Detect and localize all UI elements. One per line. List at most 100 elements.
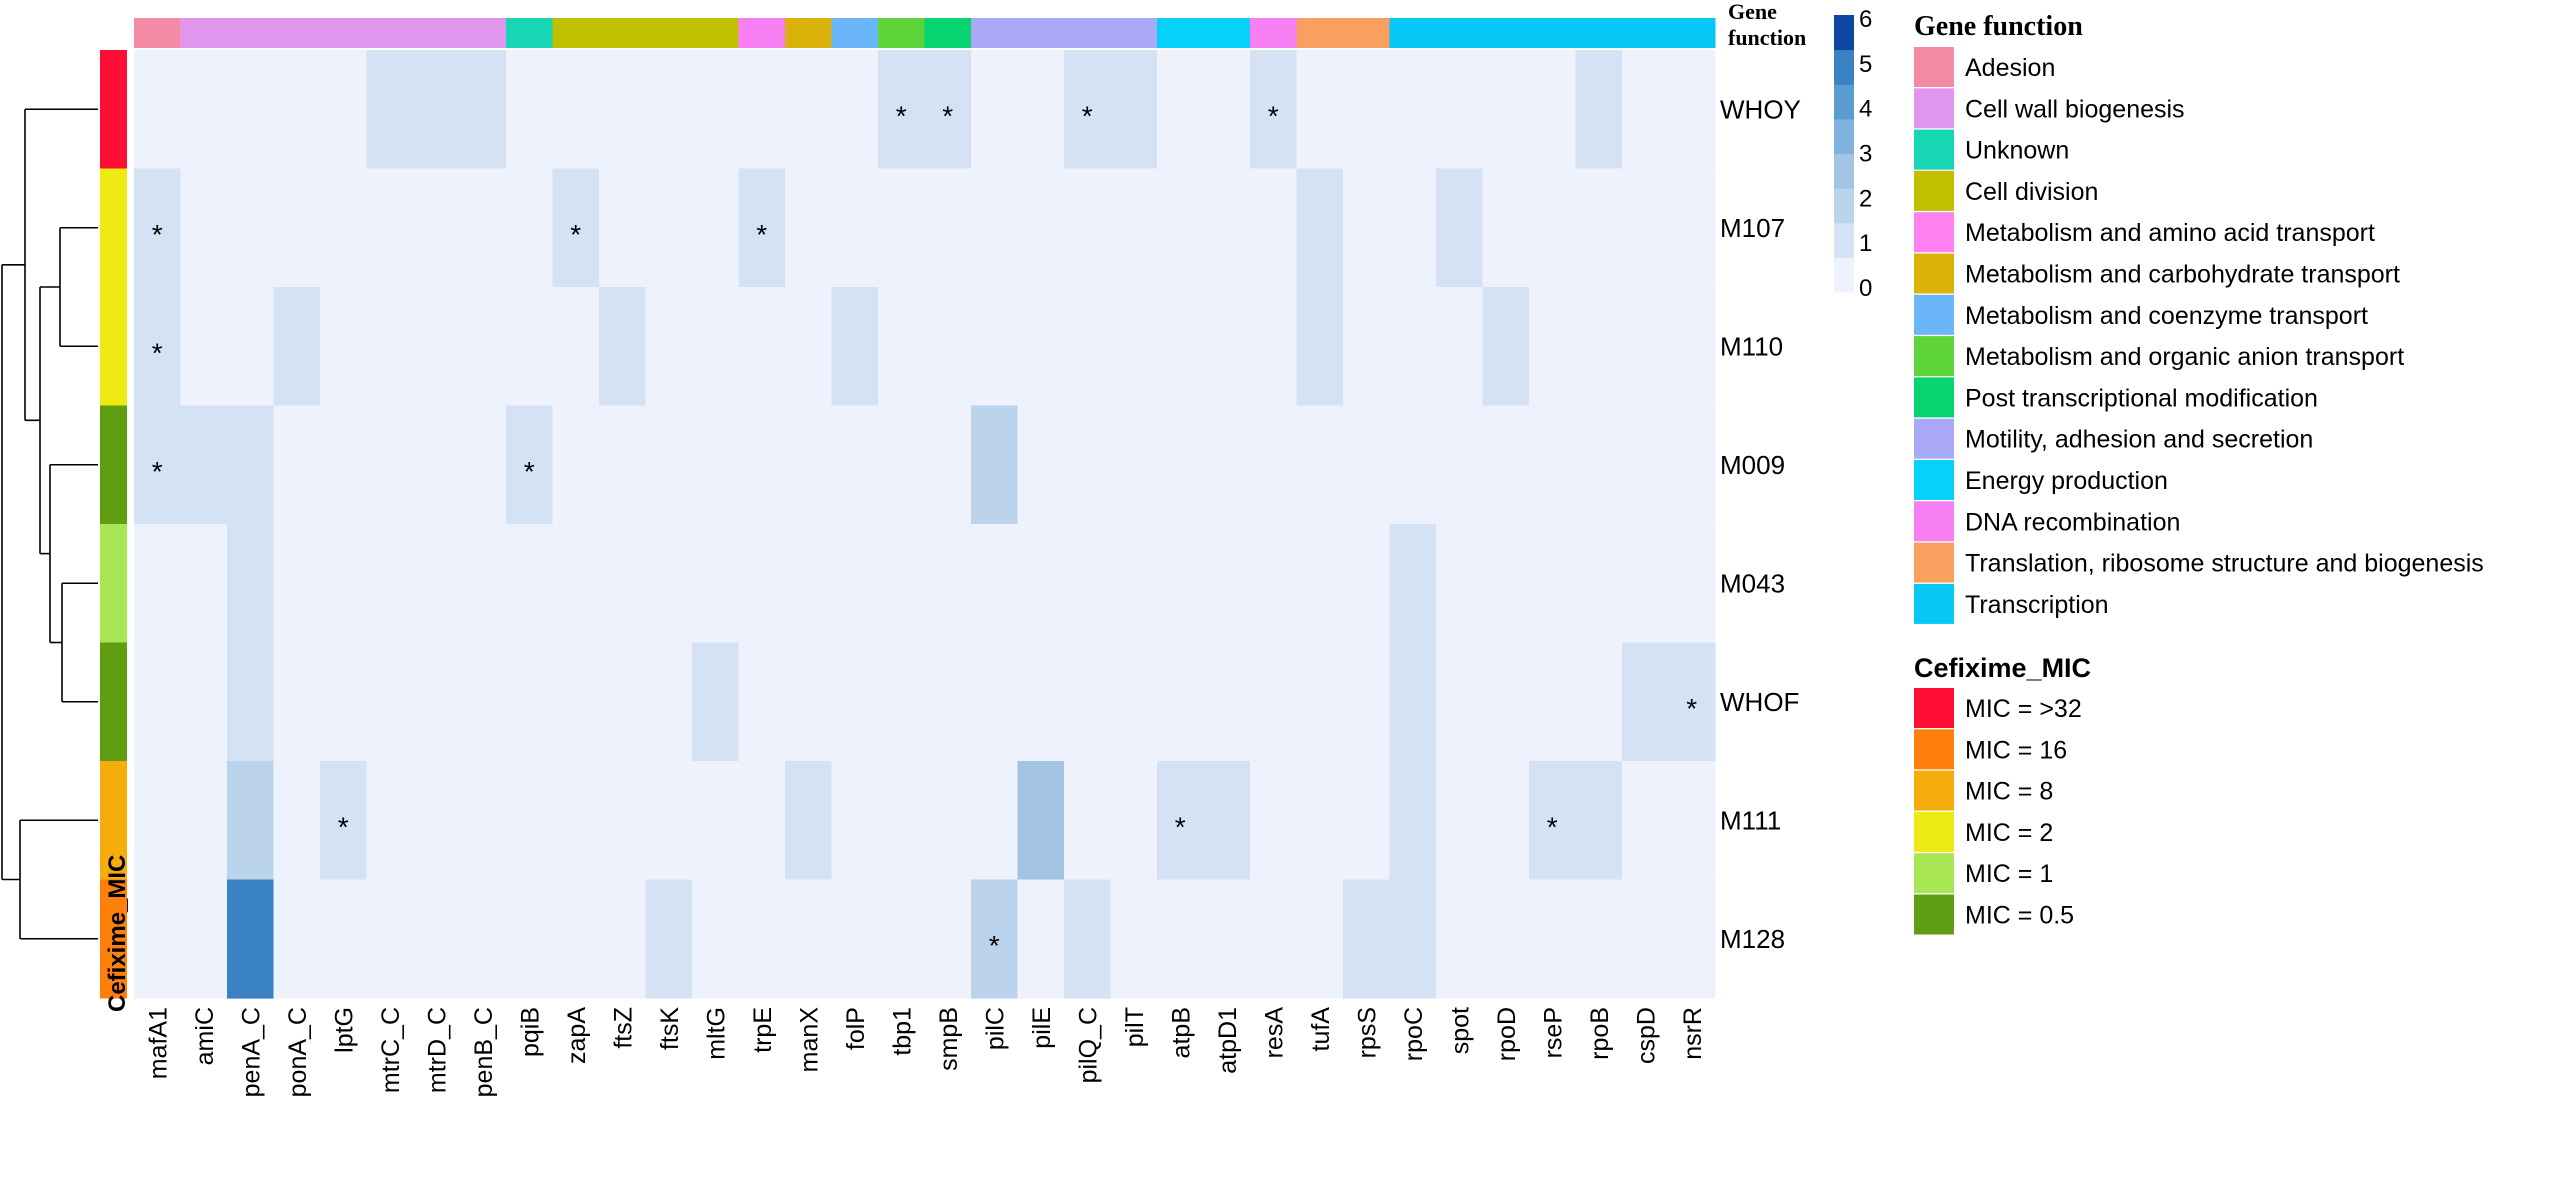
gene-function-label-11: DNA recombination: [1965, 508, 2180, 536]
heatmap-cell-WHOY-trpE: [738, 50, 786, 170]
heatmap-cell-WHOY-spot: [1436, 50, 1484, 170]
heatmap-cell-M128-folP: [831, 879, 879, 999]
heatmap-cell-M128-pilE: [1017, 879, 1065, 999]
significance-marker-WHOF-nsrR: *: [1686, 693, 1697, 724]
column-label-pqiB: pqiB: [516, 1007, 544, 1057]
heatmap-cell-M111-pilT: [1110, 761, 1158, 881]
column-label-cspD: cspD: [1632, 1007, 1660, 1064]
heatmap-cell-M110-penA_C: [227, 287, 275, 407]
gene-function-swatch-7: [1914, 336, 1954, 377]
heatmap-cell-M043-atpB: [1157, 524, 1205, 644]
heatmap-cell-WHOY-amiC: [180, 50, 228, 170]
gene-function-block-8: [924, 18, 972, 48]
heatmap-cell-M009-tufA: [1296, 405, 1344, 525]
column-label-nsrR: nsrR: [1679, 1007, 1707, 1060]
heatmap-cell-M128-spot: [1436, 879, 1484, 999]
heatmap-cell-M111-pilC: [971, 761, 1019, 881]
heatmap-cell-M043-pilE: [1017, 524, 1065, 644]
heatmap-cell-M009-amiC: [180, 405, 228, 525]
heatmap-cell-M009-pqiB: [506, 405, 554, 525]
heatmap-cell-M009-atpB: [1157, 405, 1205, 525]
heatmap-cell-M009-rpoB: [1575, 405, 1623, 525]
mic-label-3: MIC = 2: [1965, 819, 2053, 847]
heatmap-cell-M043-ftsK: [645, 524, 693, 644]
heatmap-cell-M111-tufA: [1296, 761, 1344, 881]
mic-swatch-1: [1914, 729, 1954, 770]
heatmap-cell-M128-pilC: [971, 879, 1019, 999]
row-label-M110: M110: [1720, 331, 1783, 361]
heatmap-cell-M107-ponA_C: [273, 168, 321, 288]
color-scale-segment-3: [1834, 153, 1854, 189]
color-scale-tick-3: 3: [1859, 141, 1872, 168]
heatmap-cell-M110-zapA: [552, 287, 600, 407]
mic-swatch-2: [1914, 770, 1954, 811]
color-scale-segment-4: [1834, 118, 1854, 154]
heatmap-cell-WHOY-nsrR: [1668, 50, 1716, 170]
heatmap-cell-WHOY-folP: [831, 50, 879, 170]
column-label-tufA: tufA: [1307, 1007, 1335, 1052]
heatmap-cell-M110-pilT: [1110, 287, 1158, 407]
mic-label-5: MIC = 0.5: [1965, 902, 2074, 930]
gene-function-block-12: [1296, 18, 1390, 48]
left-annotation-label: Cefixime_MIC: [104, 855, 131, 1012]
heatmap-cell-M111-penA_C: [227, 761, 275, 881]
heatmap-cell-M111-ftsK: [645, 761, 693, 881]
heatmap-cell-M009-mafA1: [134, 405, 182, 525]
significance-marker-M110-mafA1: *: [152, 337, 163, 368]
column-label-ftsZ: ftsZ: [609, 1007, 637, 1049]
heatmap-cell-M107-nsrR: [1668, 168, 1716, 288]
gene-function-swatch-1: [1914, 88, 1954, 129]
heatmap-cell-WHOY-manX: [785, 50, 833, 170]
gene-function-swatch-6: [1914, 294, 1954, 335]
heatmap-cell-M110-atpD1: [1203, 287, 1251, 407]
heatmap-cell-M110-manX: [785, 287, 833, 407]
column-label-zapA: zapA: [563, 1007, 591, 1064]
heatmap-cell-M110-mtrC_C: [366, 287, 414, 407]
column-label-atpB: atpB: [1167, 1007, 1195, 1058]
heatmap-cell-M043-smpB: [924, 524, 972, 644]
heatmap-cell-M009-cspD: [1622, 405, 1670, 525]
column-label-rseP: rseP: [1539, 1007, 1567, 1058]
heatmap-cell-M128-resA: [1250, 879, 1298, 999]
gene-function-legend-title: Gene function: [1914, 11, 2083, 42]
heatmap-cell-M043-pqiB: [506, 524, 554, 644]
heatmap-cell-WHOY-mltG: [692, 50, 740, 170]
heatmap-cell-M128-amiC: [180, 879, 228, 999]
significance-marker-M009-pqiB: *: [524, 456, 535, 487]
heatmap-cell-M009-trpE: [738, 405, 786, 525]
color-scale-segment-7: [1834, 15, 1854, 51]
mic-legend-title: Cefixime_MIC: [1914, 653, 2091, 683]
heatmap-cell-M043-atpD1: [1203, 524, 1251, 644]
heatmap-cell-M043-zapA: [552, 524, 600, 644]
heatmap-cell-M009-pilE: [1017, 405, 1065, 525]
heatmap-cell-WHOY-ponA_C: [273, 50, 321, 170]
heatmap-cell-WHOF-amiC: [180, 642, 228, 762]
heatmap-cell-WHOY-pilC: [971, 50, 1019, 170]
heatmap-cell-M110-folP: [831, 287, 879, 407]
heatmap-cell-M110-trpE: [738, 287, 786, 407]
mic-cell-WHOY: [100, 50, 127, 169]
heatmap-cell-M009-ftsZ: [599, 405, 647, 525]
heatmap-cell-WHOY-smpB: [924, 50, 972, 170]
heatmap-cell-M107-pilQ_C: [1064, 168, 1112, 288]
heatmap-cell-M107-ftsK: [645, 168, 693, 288]
heatmap-cell-M128-lptG: [320, 879, 368, 999]
heatmap-cell-M009-rpoC: [1389, 405, 1437, 525]
heatmap-cell-M009-resA: [1250, 405, 1298, 525]
heatmap-cell-WHOY-pilQ_C: [1064, 50, 1112, 170]
heatmap-cell-M107-spot: [1436, 168, 1484, 288]
color-scale-tick-4: 4: [1859, 96, 1872, 123]
heatmap-cell-M043-tbp1: [878, 524, 926, 644]
heatmap-cell-M110-ftsZ: [599, 287, 647, 407]
significance-marker-M128-pilC: *: [989, 930, 1000, 961]
heatmap-cell-WHOY-ftsK: [645, 50, 693, 170]
gene-function-label-4: Metabolism and amino acid transport: [1965, 219, 2375, 247]
heatmap-cell-M107-pilC: [971, 168, 1019, 288]
color-scale-segment-5: [1834, 84, 1854, 120]
heatmap-cell-M043-folP: [831, 524, 879, 644]
column-label-rpoC: rpoC: [1400, 1007, 1428, 1061]
mic-swatch-0: [1914, 688, 1954, 728]
heatmap-cell-M043-penA_C: [227, 524, 275, 644]
mic-label-2: MIC = 8: [1965, 778, 2053, 806]
